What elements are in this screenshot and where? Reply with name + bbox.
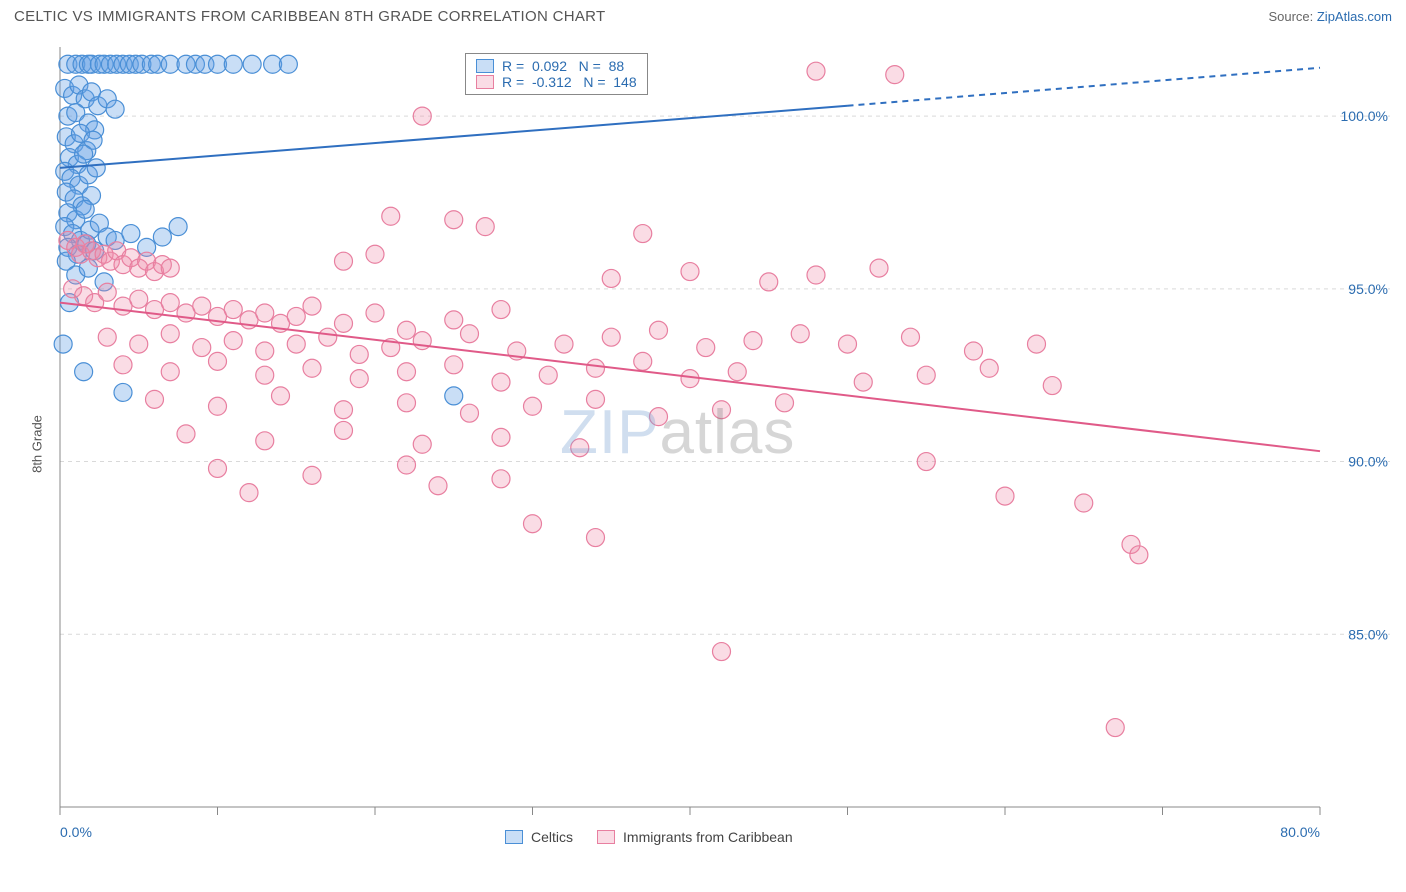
chart-container: 8th Grade 0.0% 80.0% 85.0% 90.0% 95.0% 100.0%…	[10, 29, 1396, 859]
source-prefix: Source:	[1268, 9, 1316, 24]
svg-text:95.0%: 95.0%	[1348, 281, 1388, 297]
legend-swatch	[476, 75, 494, 89]
legend-item: Celtics	[505, 829, 573, 845]
legend-label: Celtics	[531, 829, 573, 845]
stats-text: R = -0.312 N = 148	[502, 74, 637, 90]
svg-text:80.0%: 80.0%	[1280, 824, 1320, 840]
legend-swatch	[597, 830, 615, 844]
legend-label: Immigrants from Caribbean	[623, 829, 793, 845]
correlation-stats-box: R = 0.092 N = 88R = -0.312 N = 148	[465, 53, 648, 95]
stats-text: R = 0.092 N = 88	[502, 58, 624, 74]
legend-swatch	[476, 59, 494, 73]
svg-text:0.0%: 0.0%	[60, 824, 92, 840]
stats-row: R = -0.312 N = 148	[476, 74, 637, 90]
page-title: CELTIC VS IMMIGRANTS FROM CARIBBEAN 8TH …	[14, 8, 605, 25]
stats-row: R = 0.092 N = 88	[476, 58, 637, 74]
source-credit: Source: ZipAtlas.com	[1268, 9, 1392, 24]
legend-swatch	[505, 830, 523, 844]
series-legend: Celtics Immigrants from Caribbean	[505, 829, 793, 845]
svg-text:100.0%: 100.0%	[1341, 108, 1388, 124]
svg-text:90.0%: 90.0%	[1348, 454, 1388, 470]
legend-item: Immigrants from Caribbean	[597, 829, 793, 845]
correlation-scatter-chart: 0.0% 80.0% 85.0% 90.0% 95.0% 100.0%	[10, 29, 1396, 859]
source-link[interactable]: ZipAtlas.com	[1317, 9, 1392, 24]
svg-text:85.0%: 85.0%	[1348, 626, 1388, 642]
y-axis-label: 8th Grade	[29, 415, 44, 473]
